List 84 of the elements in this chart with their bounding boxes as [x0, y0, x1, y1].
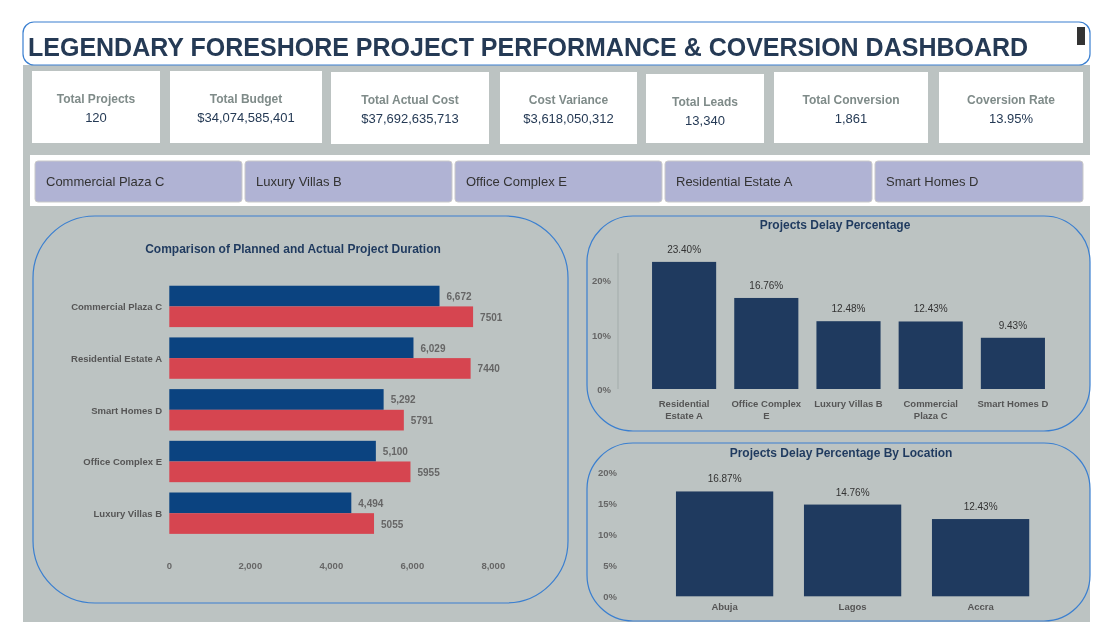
- text: Coversion Rate: [966, 93, 1056, 107]
- bar: [898, 321, 963, 389]
- y-tick-label: Residential Estate A: [71, 352, 163, 364]
- bar: [169, 389, 384, 410]
- y-tick-label: 15%: [597, 497, 618, 509]
- text: 13.95%: [988, 111, 1034, 126]
- y-tick-label: 20%: [591, 274, 612, 286]
- data-label: 4,494: [358, 497, 384, 509]
- text: Total Conversion: [802, 93, 900, 107]
- bar: [169, 409, 404, 431]
- y-tick-label: 0%: [597, 383, 612, 395]
- x-tick-label: 8,000: [481, 560, 506, 571]
- data-label: 7501: [480, 311, 503, 323]
- data-label: 23.40%: [667, 243, 702, 255]
- y-tick-label: 5%: [603, 559, 618, 571]
- text: Total Budget: [209, 92, 283, 106]
- text: 120: [85, 110, 107, 125]
- data-label: 14.76%: [835, 486, 870, 498]
- x-tick-label: Abuja: [711, 601, 739, 612]
- bar: [931, 519, 1030, 597]
- text: Total Actual Cost: [361, 93, 459, 107]
- data-label: 12.43%: [913, 303, 948, 315]
- data-label: 16.76%: [749, 279, 784, 291]
- data-label: 5055: [381, 518, 404, 530]
- bar: [803, 504, 902, 597]
- data-label: 5791: [410, 414, 434, 426]
- x-tick-label: Smart Homes D: [977, 398, 1049, 409]
- text: Total Leads: [672, 95, 739, 109]
- data-label: 9.43%: [998, 319, 1028, 331]
- bar: [169, 358, 471, 379]
- bar: [169, 440, 376, 462]
- data-label: 7440: [477, 362, 501, 374]
- data-label: 5,292: [390, 393, 417, 405]
- x-tick-label: Luxury Villas B: [814, 398, 883, 409]
- slicer-button: Commercial Plaza C: [34, 160, 243, 203]
- x-tick-label: Lagos: [838, 601, 867, 612]
- chart-title: Projects Delay Percentage By Location: [729, 446, 953, 460]
- data-label: 6,029: [420, 342, 446, 354]
- data-label: 12.43%: [963, 501, 998, 513]
- y-tick-label: 10%: [597, 528, 618, 540]
- text: $3,618,050,312: [523, 111, 614, 126]
- slicer-button: Residential Estate A: [664, 160, 873, 203]
- data-label: 5955: [417, 466, 441, 478]
- y-tick-label: 10%: [591, 329, 612, 341]
- x-tick-label: Office Complex E: [731, 398, 802, 421]
- x-tick-label: 6,000: [400, 560, 425, 571]
- text: 13,340: [685, 113, 725, 128]
- bar: [169, 306, 474, 328]
- x-tick-label: 2,000: [238, 560, 263, 571]
- slicer-button: Luxury Villas B: [244, 160, 453, 203]
- bar: [734, 297, 799, 389]
- bar: [169, 513, 375, 534]
- bar: [169, 337, 414, 359]
- y-tick-label: Luxury Villas B: [93, 507, 163, 519]
- text: $34,074,585,401: [197, 110, 295, 125]
- x-tick-label: Accra: [967, 601, 995, 612]
- data-label: 12.48%: [831, 303, 866, 315]
- chart-title: Projects Delay Percentage: [759, 218, 911, 232]
- y-tick-label: Office Complex E: [83, 455, 162, 467]
- slicer-button: Office Complex E: [454, 160, 663, 203]
- data-label: 6,672: [446, 290, 472, 302]
- bar: [675, 491, 774, 597]
- text: $37,692,635,713: [361, 111, 459, 126]
- text: 1,861: [834, 111, 868, 126]
- y-tick-label: Commercial Plaza C: [71, 300, 163, 312]
- bar: [816, 321, 881, 389]
- bar: [652, 261, 717, 389]
- y-tick-label: 0%: [603, 590, 618, 602]
- bar: [980, 337, 1045, 389]
- y-tick-label: 20%: [597, 466, 618, 478]
- text: Cost Variance: [528, 93, 609, 107]
- x-tick-label: 0: [166, 560, 172, 571]
- chart-title: Comparison of Planned and Actual Project Duration: [145, 242, 441, 256]
- text: LEGENDARY FORESHORE PROJECT PERFORMANCE & COVERSION DASHBOARD: [28, 33, 1029, 61]
- bar: [169, 461, 411, 483]
- bar: [169, 285, 440, 307]
- data-label: 5,100: [382, 445, 409, 457]
- data-label: 16.87%: [707, 473, 742, 485]
- bar: [169, 492, 352, 514]
- x-tick-label: 4,000: [319, 560, 344, 571]
- x-tick-label: Commercial Plaza C: [903, 398, 958, 421]
- slicer-button: Smart Homes D: [874, 160, 1084, 203]
- x-tick-label: Residential Estate A: [658, 398, 710, 421]
- text: Total Projects: [56, 92, 136, 106]
